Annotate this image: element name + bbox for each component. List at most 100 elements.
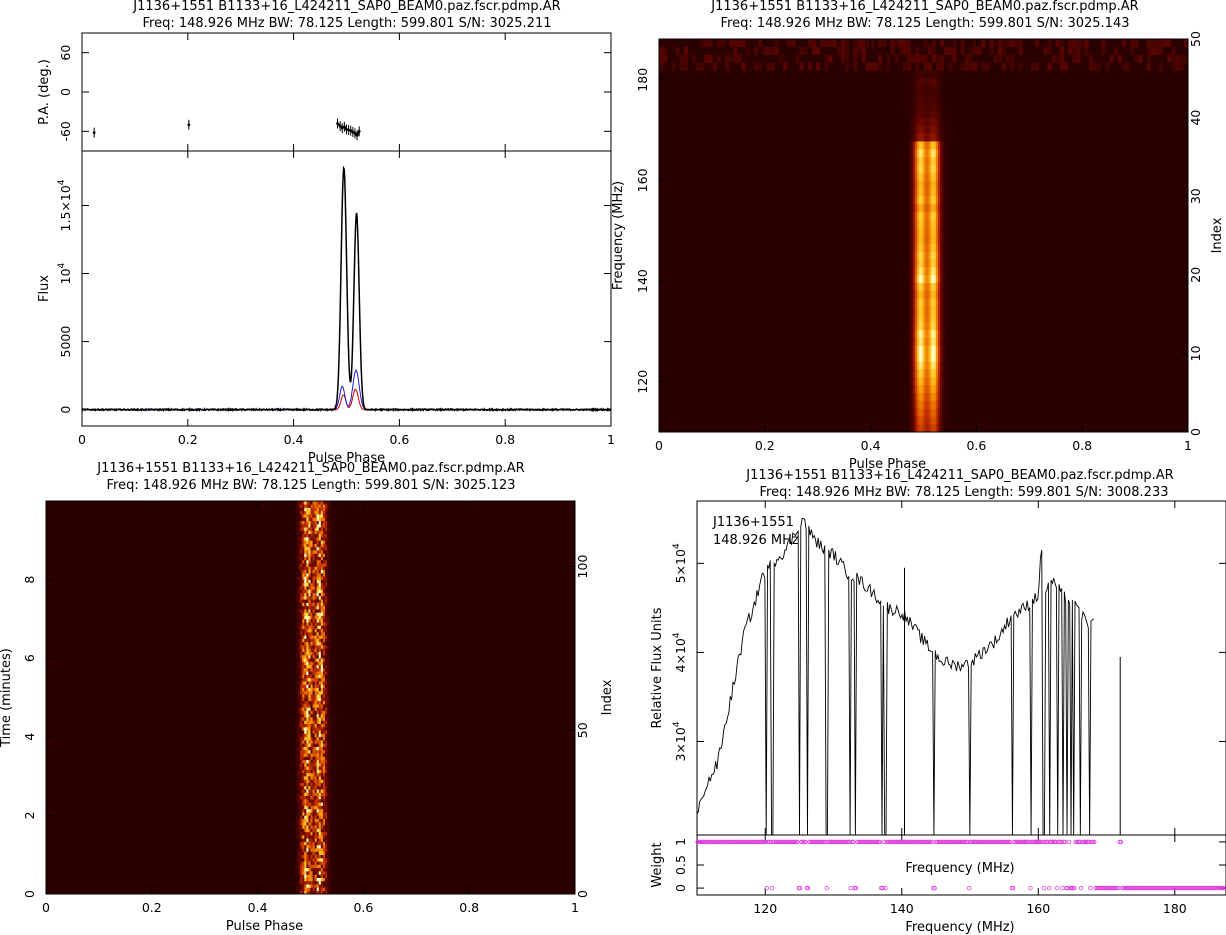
heatmap-cell (322, 628, 326, 633)
heatmap-cell (300, 517, 303, 521)
heatmap-cell (302, 835, 305, 839)
heatmap-cell (320, 707, 324, 711)
heatmap-cell (300, 697, 303, 702)
heatmap-cell (318, 615, 322, 620)
heatmap-cell (927, 227, 930, 236)
plot-frame (81, 150, 612, 427)
heatmap-cell (318, 517, 322, 521)
heatmap-cell (324, 579, 328, 584)
heatmap-cell (923, 314, 926, 323)
heatmap-cell (314, 720, 317, 724)
heatmap-cell (304, 805, 307, 810)
heatmap-cell (300, 612, 303, 616)
heatmap-cell (935, 282, 939, 291)
heatmap-cell (927, 70, 930, 79)
heatmap-cell (312, 838, 315, 842)
heatmap-cell (320, 769, 324, 774)
heatmap-cell (312, 851, 315, 855)
heatmap-cell (329, 556, 332, 561)
heatmap-cell (327, 602, 330, 607)
heatmap-cell (940, 259, 943, 268)
heatmap-cell (310, 756, 313, 761)
masked-cell (832, 39, 837, 48)
heatmap-cell (909, 78, 912, 87)
heatmap-cell (915, 180, 918, 189)
heatmap-cell (320, 530, 324, 535)
heatmap-cell (919, 274, 922, 283)
heatmap-cell (314, 510, 317, 515)
heatmap-cell (940, 416, 943, 425)
heatmap-cell (324, 651, 328, 656)
heatmap-cell (909, 392, 912, 401)
weight-point (1122, 885, 1128, 891)
heatmap-cell (310, 835, 313, 839)
heatmap-cell (296, 759, 299, 764)
heatmap-cell (911, 274, 914, 283)
heatmap-cell (318, 828, 322, 833)
heatmap-cell (314, 638, 317, 643)
heatmap-cell (302, 641, 305, 646)
heatmap-cell (310, 658, 313, 662)
heatmap-cell (298, 543, 301, 548)
heatmap-cell (944, 101, 947, 111)
weight-point (758, 839, 763, 845)
heatmap-cell (300, 543, 303, 548)
heatmap-cell (296, 831, 299, 836)
heatmap-cell (310, 805, 313, 810)
heatmap-cell (302, 854, 305, 859)
heatmap-cell (913, 117, 916, 126)
heatmap-cell (296, 599, 299, 603)
heatmap-cell (329, 533, 332, 538)
heatmap-cell (296, 510, 299, 515)
heatmap-cell (929, 392, 933, 401)
inner-x-axis-label: Frequency (MHz) (905, 861, 1014, 876)
heatmap-cell (298, 504, 301, 508)
weight-point (1092, 839, 1097, 845)
heatmap-cell (329, 622, 332, 626)
heatmap-cell (312, 710, 315, 715)
heatmap-cell (324, 638, 328, 643)
heatmap-cell (925, 149, 928, 158)
masked-cell (762, 46, 767, 56)
heatmap-cell (308, 740, 311, 744)
heatmap-cell (324, 890, 328, 895)
heatmap-cell (913, 384, 916, 393)
heatmap-cell (302, 618, 305, 623)
weight-point (1081, 839, 1086, 845)
heatmap-cell (329, 510, 332, 515)
heatmap-cell (940, 133, 943, 142)
heatmap-cell (919, 172, 922, 181)
heatmap-cell (306, 550, 309, 554)
heatmap-cell (324, 632, 328, 636)
masked-cell (931, 39, 936, 48)
heatmap-cell (312, 615, 315, 620)
heatmap-cell (942, 274, 945, 283)
heatmap-cell (921, 400, 924, 409)
heatmap-cell (324, 654, 328, 659)
heatmap-cell (913, 274, 916, 283)
masked-cell (1175, 54, 1180, 63)
heatmap-cell (327, 517, 330, 521)
heatmap-cell (298, 851, 301, 855)
masked-cell (997, 39, 1003, 48)
masked-cell (968, 46, 974, 56)
heatmap-cell (312, 759, 315, 764)
heatmap-cell (911, 188, 914, 197)
heatmap-cell (314, 697, 317, 702)
heatmap-cell (320, 884, 324, 888)
heatmap-cell (318, 684, 322, 688)
heatmap-cell (320, 713, 324, 718)
heatmap-cell (300, 615, 303, 620)
heatmap-cell (919, 141, 922, 150)
heatmap-cell (308, 792, 311, 797)
heatmap-cell (322, 838, 326, 842)
heatmap-cell (913, 259, 916, 268)
heatmap-cell (312, 848, 315, 852)
heatmap-cell (935, 94, 939, 103)
heatmap-cell (304, 618, 307, 623)
weight-point (1041, 885, 1046, 891)
heatmap-cell (300, 835, 303, 839)
masked-cell (906, 54, 912, 63)
heatmap-cell (322, 573, 326, 577)
heatmap-cell (324, 802, 328, 806)
